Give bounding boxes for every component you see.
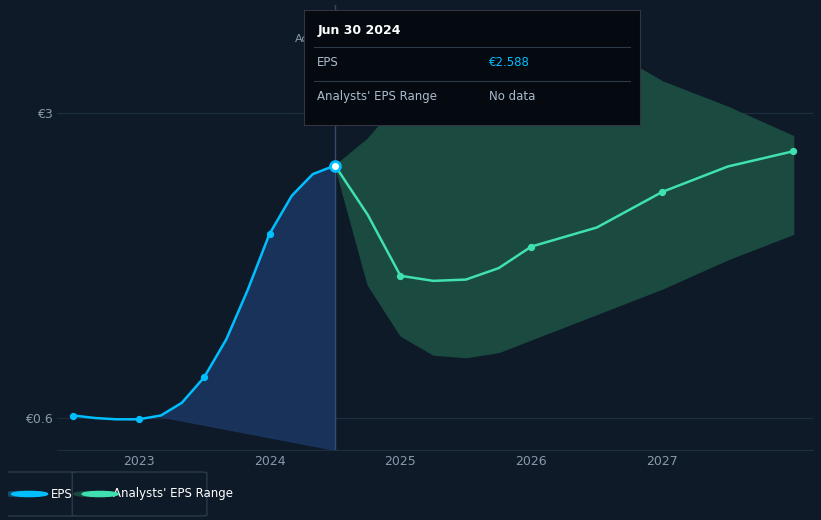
Circle shape bbox=[74, 491, 110, 497]
FancyBboxPatch shape bbox=[3, 472, 79, 516]
Point bbox=[328, 161, 342, 170]
Point bbox=[525, 242, 538, 251]
Text: Actual: Actual bbox=[295, 34, 330, 44]
Point bbox=[263, 230, 276, 238]
Text: EPS: EPS bbox=[317, 56, 339, 69]
Point bbox=[67, 411, 80, 420]
Text: Analysts Forecasts: Analysts Forecasts bbox=[340, 34, 444, 44]
Point bbox=[787, 147, 800, 155]
Text: Analysts' EPS Range: Analysts' EPS Range bbox=[113, 488, 233, 500]
Text: Jun 30 2024: Jun 30 2024 bbox=[317, 24, 401, 37]
Point bbox=[394, 271, 407, 280]
Circle shape bbox=[3, 491, 39, 497]
Circle shape bbox=[82, 491, 118, 497]
Circle shape bbox=[11, 491, 48, 497]
Text: €2.588: €2.588 bbox=[489, 56, 530, 69]
Point bbox=[198, 373, 211, 382]
Point bbox=[328, 161, 342, 170]
FancyBboxPatch shape bbox=[72, 472, 207, 516]
Point bbox=[132, 415, 145, 423]
Text: No data: No data bbox=[489, 90, 535, 103]
Text: Analysts' EPS Range: Analysts' EPS Range bbox=[317, 90, 438, 103]
Text: EPS: EPS bbox=[51, 488, 72, 500]
Point bbox=[656, 188, 669, 196]
